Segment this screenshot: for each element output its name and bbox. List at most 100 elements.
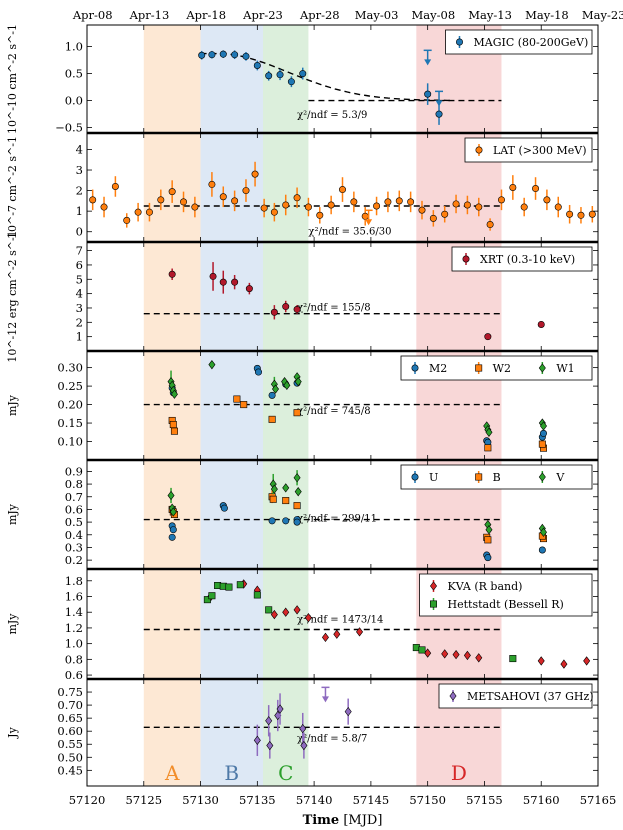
data-point (219, 50, 227, 58)
legend: M2 W2 W1 (400, 355, 593, 381)
data-point (361, 212, 369, 220)
legend-marker (455, 38, 463, 46)
top-date-label: May-18 (525, 8, 569, 22)
bottom-tick-label: 57130 (182, 793, 219, 807)
data-point (123, 216, 131, 224)
legend-box (400, 464, 593, 490)
data-point (282, 201, 290, 209)
data-point (265, 606, 273, 614)
legend-marker (411, 473, 419, 481)
legend-label: XRT (0.3-10 keV) (480, 253, 575, 266)
legend-box (451, 246, 593, 272)
x-axis-title: Time [MJD] (303, 813, 383, 828)
data-point (407, 198, 415, 206)
legend-marker (411, 364, 419, 372)
data-point (245, 285, 253, 293)
data-point (251, 170, 259, 178)
y-tick-label: 0.8 (65, 477, 83, 491)
data-point (134, 208, 142, 216)
top-date-label: Apr-08 (72, 8, 113, 22)
data-point (270, 609, 278, 620)
data-point (304, 613, 312, 623)
data-point (293, 194, 301, 202)
data-point (157, 196, 165, 204)
data-point (299, 723, 307, 734)
period-band-B (200, 25, 264, 786)
data-point (537, 320, 545, 328)
data-point (282, 607, 290, 617)
data-point (233, 395, 241, 403)
period-label-D: D (451, 761, 467, 785)
legend-marker (430, 581, 437, 591)
data-point (497, 196, 505, 204)
data-point (265, 716, 273, 726)
data-point (219, 193, 227, 201)
data-point (208, 51, 216, 59)
data-point (282, 483, 290, 493)
legend: MAGIC (80-200GeV) (445, 29, 593, 55)
y-tick-label: 0.75 (57, 685, 83, 699)
data-point (452, 649, 460, 660)
data-point (276, 704, 284, 714)
top-date-label: May-23 (582, 8, 623, 22)
data-point (384, 198, 392, 206)
y-tick-label: 2 (76, 315, 83, 329)
data-point (268, 517, 276, 525)
data-point (475, 203, 483, 211)
period-label-B: B (224, 761, 239, 785)
y-tick-label: 1.4 (65, 605, 83, 619)
data-point (520, 203, 528, 211)
data-point (253, 591, 261, 599)
legend: LAT (>300 MeV) (464, 137, 593, 163)
y-tick-label: 0.8 (65, 652, 83, 666)
data-point (435, 110, 443, 118)
data-point (180, 198, 188, 206)
legend-marker (429, 600, 437, 608)
data-point (560, 659, 568, 669)
y-tick-label: 0.4 (65, 528, 83, 542)
series-metsahovi (253, 686, 352, 759)
y-tick-label: 0.2 (65, 553, 83, 567)
data-point (441, 649, 449, 659)
y-tick-label: 0.6 (65, 668, 83, 682)
y-tick-label: 0.5 (65, 515, 83, 529)
data-point (395, 197, 403, 205)
data-point (293, 502, 301, 510)
bottom-tick-label: 57160 (523, 793, 560, 807)
y-tick-label: 0.70 (57, 698, 83, 712)
data-point (208, 592, 216, 600)
legend-label: W2 (493, 362, 511, 375)
data-point (532, 185, 540, 193)
data-point (485, 427, 493, 437)
y-tick-label: 1 (76, 330, 83, 344)
y-axis-label: 10^-7 cm^-2 s^-1 (6, 136, 19, 239)
data-point (373, 202, 381, 210)
data-point (145, 208, 153, 216)
data-point (225, 583, 233, 591)
y-tick-label: 0.30 (57, 361, 83, 375)
data-point (316, 211, 324, 219)
legend-label: LAT (>300 MeV) (493, 144, 587, 157)
top-date-label: Apr-13 (129, 8, 170, 22)
data-point (167, 490, 175, 501)
data-point (350, 198, 358, 206)
y-tick-label: 1.0 (65, 637, 83, 651)
y-tick-label: −0.5 (55, 121, 83, 135)
data-point (484, 536, 492, 544)
data-point (282, 303, 290, 311)
data-point (543, 196, 551, 204)
y-tick-label: 1.8 (65, 574, 83, 588)
y-tick-label: 0.0 (65, 94, 83, 108)
data-point (168, 533, 176, 541)
y-tick-label: 0.5 (65, 67, 83, 81)
data-point (169, 507, 177, 517)
legend-marker (538, 363, 546, 373)
data-point (294, 377, 302, 387)
y-tick-label: 3 (76, 163, 83, 177)
series-lat (89, 161, 596, 231)
legend: XRT (0.3-10 keV) (451, 246, 593, 272)
data-point (333, 629, 341, 639)
series-xrt (168, 262, 545, 341)
data-point (554, 203, 562, 211)
data-point (539, 429, 547, 437)
